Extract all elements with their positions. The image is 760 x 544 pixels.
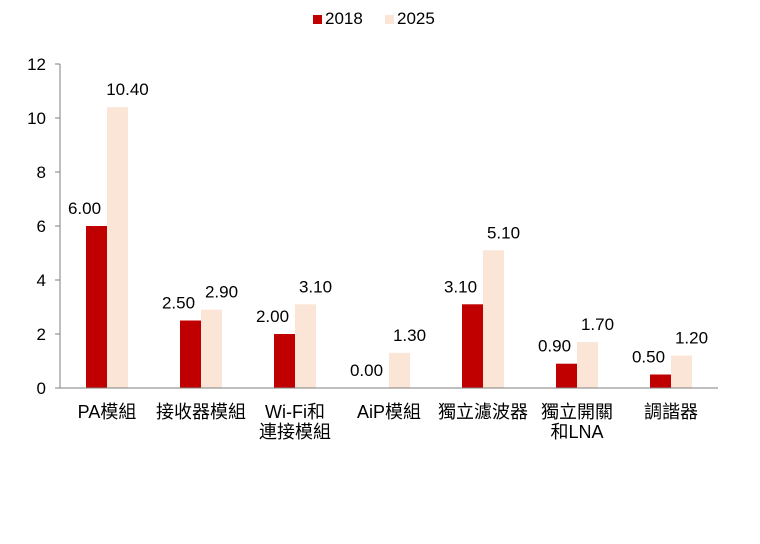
x-category-label: Wi-Fi和 [265, 402, 325, 422]
y-axis: 0 2 4 6 8 10 12 [27, 55, 61, 398]
y-tick-label: 0 [37, 379, 46, 398]
bar-2025-0 [107, 107, 128, 388]
x-category-label: 接收器模組 [156, 402, 246, 422]
data-labels-group: 6.00 10.40 2.50 2.90 2.00 3.10 0.00 1.30 3.10 5.1… [68, 80, 708, 380]
x-category-label: PA模組 [78, 402, 137, 422]
bar-2018-2 [274, 334, 295, 388]
legend-label-2018: 2018 [325, 9, 363, 28]
x-category-label: 連接模組 [259, 422, 331, 442]
y-tick-label: 10 [27, 109, 46, 128]
y-tick-label: 2 [37, 325, 46, 344]
data-label-2018-1: 2.50 [162, 294, 195, 313]
x-category-label: 調諧器 [644, 402, 698, 422]
data-label-2025-6: 1.20 [675, 329, 708, 348]
bars-group [86, 107, 692, 388]
data-label-2018-4: 3.10 [444, 277, 477, 296]
chart-legend: 2018 2025 [313, 9, 435, 28]
y-tick-label: 6 [37, 217, 46, 236]
data-label-2025-3: 1.30 [393, 326, 426, 345]
data-label-2018-5: 0.90 [538, 337, 571, 356]
bar-2025-2 [295, 304, 316, 388]
bar-2018-4 [462, 304, 483, 388]
bar-2025-4 [483, 250, 504, 388]
legend-label-2025: 2025 [397, 9, 435, 28]
bar-2018-0 [86, 226, 107, 388]
bar-2018-5 [556, 363, 577, 388]
bar-2018-1 [180, 320, 201, 388]
data-label-2025-4: 5.10 [487, 223, 520, 242]
y-tick-label: 12 [27, 55, 46, 74]
bar-2025-5 [577, 342, 598, 388]
data-label-2018-0: 6.00 [68, 199, 101, 218]
x-category-label: 獨立開關 [541, 402, 613, 422]
x-category-label: 和LNA [550, 422, 603, 442]
y-tick-label: 8 [37, 163, 46, 182]
bar-2025-6 [671, 355, 692, 388]
data-label-2018-6: 0.50 [632, 348, 665, 367]
data-label-2025-1: 2.90 [205, 283, 238, 302]
data-label-2018-2: 2.00 [256, 307, 289, 326]
x-category-label: AiP模組 [357, 402, 421, 422]
legend-swatch-2018 [313, 15, 322, 24]
y-tick-label: 4 [37, 271, 46, 290]
bar-2018-6 [650, 374, 671, 388]
bar-2025-1 [201, 309, 222, 388]
legend-swatch-2025 [385, 15, 394, 24]
data-label-2025-0: 10.40 [106, 80, 149, 99]
data-label-2018-3: 0.00 [350, 361, 383, 380]
bar-2025-3 [389, 352, 410, 388]
x-category-label: 獨立濾波器 [438, 402, 528, 422]
data-label-2025-2: 3.10 [299, 277, 332, 296]
data-label-2025-5: 1.70 [581, 315, 614, 334]
